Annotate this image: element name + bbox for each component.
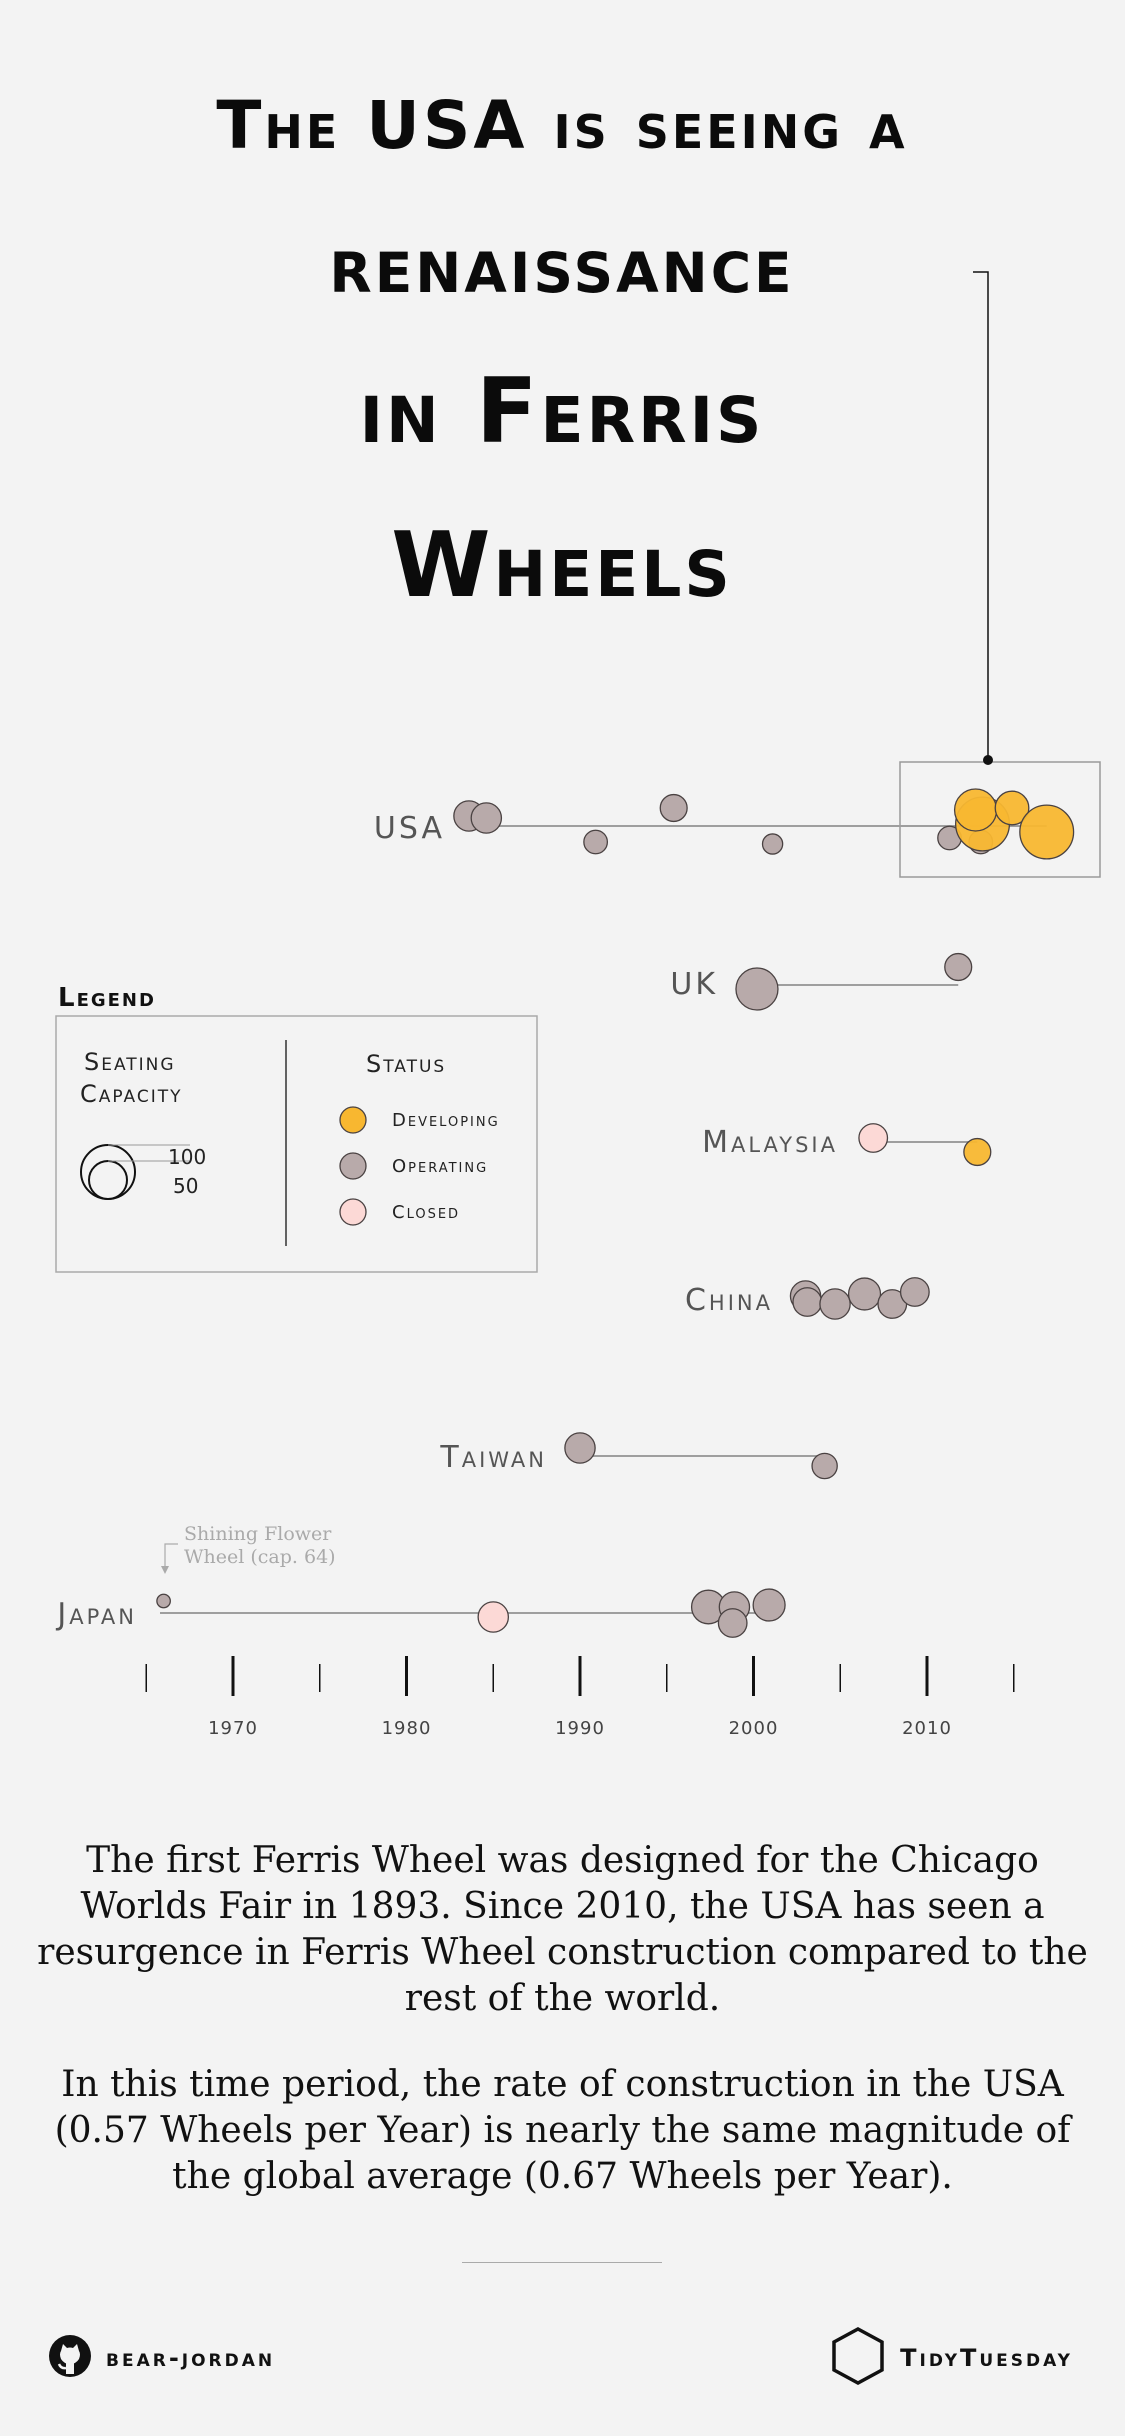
title-line-3: in Ferris xyxy=(360,359,765,464)
legend: Legend Seating Capacity 100 50 Status De… xyxy=(55,983,538,1273)
points-china xyxy=(789,1277,930,1320)
highlight-connector xyxy=(973,271,989,760)
points-uk xyxy=(735,952,973,1011)
legend-size-small xyxy=(88,1160,128,1200)
legend-label-operating: Operating xyxy=(392,1156,488,1177)
wheel-point-taiwan-0 xyxy=(564,1432,596,1464)
highlight-box xyxy=(899,761,1101,878)
country-label-japan: Japan xyxy=(55,1597,137,1632)
row-taiwan: Taiwan xyxy=(439,1432,838,1480)
annotation-text-2: Wheel (cap. 64) xyxy=(184,1546,336,1568)
legend-swatch-developing xyxy=(339,1106,367,1134)
country-label-usa: USA xyxy=(374,811,445,846)
wheel-point-usa-4 xyxy=(761,833,784,855)
wheel-point-china-5 xyxy=(899,1277,930,1307)
legend-title: Legend xyxy=(58,983,156,1013)
wheel-point-usa-3 xyxy=(659,793,688,823)
wheel-point-japan-4 xyxy=(717,1608,748,1638)
row-china: China xyxy=(685,1277,930,1320)
chart-title: The USA is seeing a renaissance in Ferri… xyxy=(216,87,907,618)
x-tick-label-1970: 1970 xyxy=(208,1718,258,1739)
country-label-china: China xyxy=(685,1283,773,1318)
legend-size-label-small: 50 xyxy=(173,1174,198,1198)
legend-seating-heading-1: Seating xyxy=(84,1048,176,1076)
hexagon-icon xyxy=(830,2326,886,2390)
legend-label-closed: Closed xyxy=(392,1202,460,1223)
legend-swatch-operating xyxy=(339,1152,367,1180)
row-japan: Japan xyxy=(55,1588,786,1638)
footer-divider xyxy=(462,2262,662,2263)
country-label-uk: UK xyxy=(670,967,718,1002)
points-taiwan xyxy=(564,1432,838,1480)
github-icon xyxy=(48,2334,92,2382)
wheel-point-japan-0 xyxy=(156,1593,171,1609)
legend-size-label-large: 100 xyxy=(168,1145,206,1169)
source-name: TidyTuesday xyxy=(900,2344,1073,2372)
x-tick-label-1980: 1980 xyxy=(382,1718,432,1739)
description-paragraph-1: The first Ferris Wheel was designed for … xyxy=(37,1840,1088,2019)
title-line-2: renaissance xyxy=(329,221,794,311)
row-usa: USA xyxy=(374,788,1075,860)
x-tick-label-2000: 2000 xyxy=(729,1718,779,1739)
wheel-point-malaysia-1 xyxy=(963,1137,992,1167)
legend-status-heading: Status xyxy=(366,1050,446,1078)
description-paragraph-2: In this time period, the rate of constru… xyxy=(54,2064,1071,2197)
points-malaysia xyxy=(858,1123,992,1167)
x-tick-label-1990: 1990 xyxy=(555,1718,605,1739)
annotation-arrowhead xyxy=(161,1566,169,1574)
wheel-point-taiwan-1 xyxy=(811,1452,838,1480)
ferris-wheel-infographic: The USA is seeing a renaissance in Ferri… xyxy=(55,87,1101,1739)
points-usa xyxy=(453,788,1075,860)
wheel-point-china-1 xyxy=(792,1287,823,1317)
title-line-1: The USA is seeing a xyxy=(216,87,907,164)
row-malaysia: Malaysia xyxy=(702,1123,992,1167)
wheel-point-china-3 xyxy=(847,1277,882,1311)
x-axis: 1970 1980 1990 2000 2010 xyxy=(145,1656,1015,1739)
footer-source[interactable]: TidyTuesday xyxy=(830,2326,1073,2390)
wheel-point-uk-1 xyxy=(944,952,973,982)
x-tick-label-2010: 2010 xyxy=(902,1718,952,1739)
legend-box xyxy=(55,1015,538,1273)
wheel-point-usa-2 xyxy=(583,829,609,855)
annotation: Shining Flower Wheel (cap. 64) xyxy=(161,1523,336,1574)
legend-swatch-closed xyxy=(339,1198,367,1226)
wheel-point-japan-5 xyxy=(752,1588,786,1622)
wheel-point-china-2 xyxy=(819,1288,851,1320)
country-label-taiwan: Taiwan xyxy=(439,1440,547,1475)
annotation-text-1: Shining Flower xyxy=(184,1523,332,1545)
author-name: bear-jordan xyxy=(106,2344,276,2372)
legend-size-large xyxy=(80,1144,136,1200)
points-japan xyxy=(156,1588,786,1638)
country-label-malaysia: Malaysia xyxy=(702,1125,838,1160)
row-uk: UK xyxy=(670,952,973,1011)
wheel-point-uk-0 xyxy=(735,967,779,1011)
wheel-point-usa-10 xyxy=(1019,804,1075,860)
legend-label-developing: Developing xyxy=(392,1110,500,1131)
wheel-point-malaysia-0 xyxy=(858,1123,889,1153)
title-line-4: Wheels xyxy=(391,513,733,618)
wheel-point-japan-1 xyxy=(477,1601,510,1633)
footer-author[interactable]: bear-jordan xyxy=(48,2328,275,2388)
legend-seating-heading-2: Capacity xyxy=(80,1080,183,1108)
annotation-pointer xyxy=(164,1543,178,1570)
wheel-point-usa-9 xyxy=(994,790,1030,826)
wheel-point-usa-8 xyxy=(953,788,998,832)
wheel-point-usa-1 xyxy=(470,802,503,834)
highlight-connector-dot xyxy=(983,755,993,765)
